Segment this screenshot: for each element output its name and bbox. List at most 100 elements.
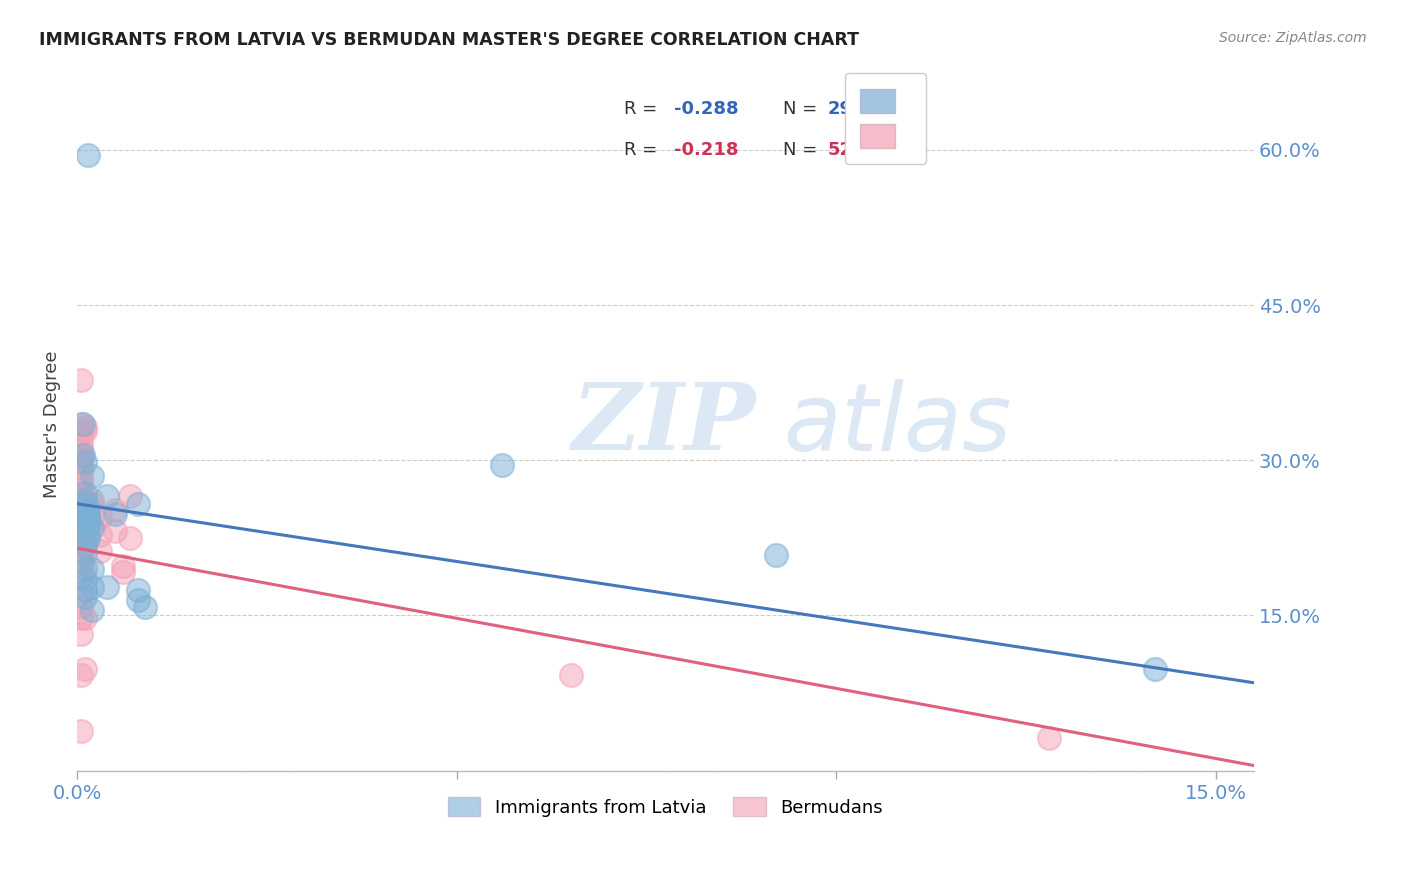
Point [73, 524, 96, 538]
Point [70, 585, 93, 599]
Point [96, 490, 118, 504]
Point [111, 565, 134, 579]
Point [70, 724, 93, 739]
Point [1038, 731, 1060, 745]
Point [72, 417, 94, 431]
Text: N =: N = [783, 141, 823, 160]
Point [70, 627, 93, 641]
Point [70, 528, 93, 542]
Point [765, 549, 787, 563]
Text: -0.218: -0.218 [673, 141, 738, 160]
Point [104, 503, 127, 517]
Point [70, 497, 93, 511]
Point [82, 507, 104, 521]
Point [96, 580, 118, 594]
Point [70, 507, 93, 521]
Text: R =: R = [624, 141, 664, 160]
Point [70, 544, 93, 558]
Point [89, 510, 111, 524]
Point [127, 593, 149, 607]
Point [89, 544, 111, 558]
Point [70, 524, 93, 538]
Point [70, 427, 93, 442]
Point [70, 549, 93, 563]
Point [70, 451, 93, 466]
Point [70, 555, 93, 569]
Point [70, 476, 93, 491]
Point [73, 582, 96, 597]
Point [70, 490, 93, 504]
Point [70, 610, 93, 624]
Point [491, 458, 513, 473]
Point [70, 455, 93, 469]
Point [82, 492, 104, 507]
Point [73, 455, 96, 469]
Text: atlas: atlas [783, 378, 1011, 469]
Point [70, 503, 93, 517]
Point [70, 417, 93, 431]
Point [73, 610, 96, 624]
Point [82, 517, 104, 532]
Point [73, 420, 96, 434]
Point [104, 507, 127, 521]
Point [82, 497, 104, 511]
Text: ZIP: ZIP [571, 379, 755, 469]
Point [127, 497, 149, 511]
Point [73, 425, 96, 439]
Point [72, 448, 94, 462]
Point [560, 668, 582, 682]
Point [82, 580, 104, 594]
Point [73, 538, 96, 552]
Point [70, 486, 93, 500]
Point [73, 546, 96, 560]
Point [70, 492, 93, 507]
Point [73, 492, 96, 507]
Point [120, 531, 142, 545]
Point [70, 434, 93, 449]
Point [73, 497, 96, 511]
Text: R =: R = [624, 100, 664, 118]
Point [77, 516, 100, 530]
Point [127, 582, 149, 597]
Point [82, 603, 104, 617]
Point [70, 510, 93, 524]
Point [111, 558, 134, 573]
Point [77, 531, 100, 545]
Point [70, 569, 93, 583]
Text: IMMIGRANTS FROM LATVIA VS BERMUDAN MASTER'S DEGREE CORRELATION CHART: IMMIGRANTS FROM LATVIA VS BERMUDAN MASTE… [39, 31, 859, 49]
Point [134, 600, 156, 615]
Point [70, 441, 93, 455]
Point [70, 513, 93, 527]
Point [73, 662, 96, 676]
Point [70, 466, 93, 480]
Text: 29: 29 [828, 100, 853, 118]
Point [70, 517, 93, 532]
Point [104, 524, 127, 538]
Point [73, 538, 96, 552]
Point [82, 520, 104, 534]
Point [82, 468, 104, 483]
Point [77, 510, 100, 524]
Point [70, 445, 93, 459]
Legend: Immigrants from Latvia, Bermudans: Immigrants from Latvia, Bermudans [440, 790, 890, 824]
Text: -0.288: -0.288 [673, 100, 738, 118]
Point [77, 507, 100, 521]
Point [77, 518, 100, 533]
Point [89, 528, 111, 542]
Point [70, 482, 93, 496]
Y-axis label: Master's Degree: Master's Degree [44, 351, 60, 498]
Point [73, 486, 96, 500]
Text: Source: ZipAtlas.com: Source: ZipAtlas.com [1219, 31, 1367, 45]
Point [70, 461, 93, 475]
Point [82, 562, 104, 576]
Point [1144, 662, 1167, 676]
Point [77, 513, 100, 527]
Point [77, 528, 100, 542]
Point [73, 590, 96, 604]
Point [70, 668, 93, 682]
Point [70, 558, 93, 573]
Point [70, 373, 93, 387]
Point [73, 572, 96, 586]
Text: 52: 52 [828, 141, 853, 160]
Point [120, 490, 142, 504]
